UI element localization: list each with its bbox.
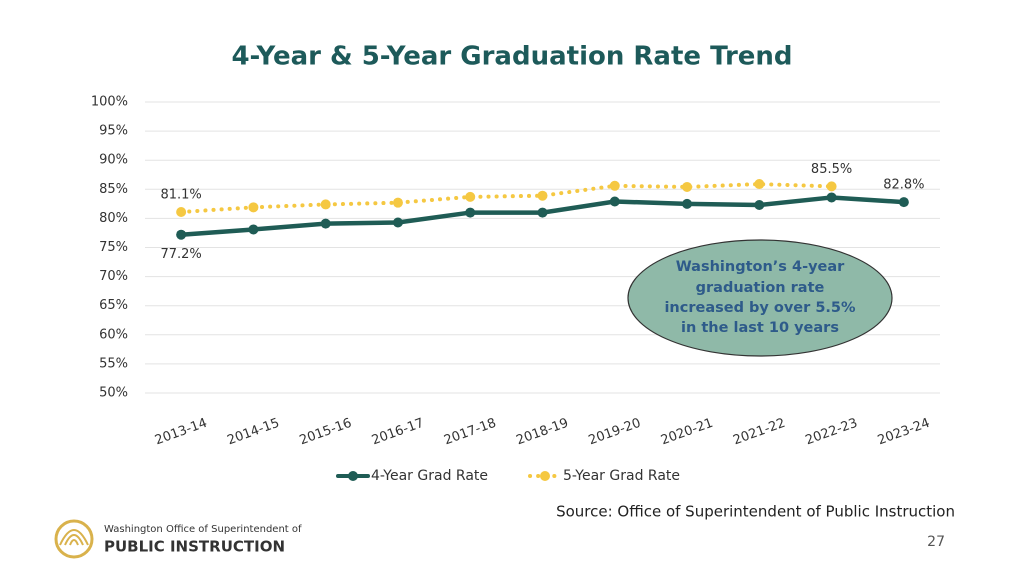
marker [392, 217, 403, 228]
marker [754, 179, 765, 190]
series-line [179, 182, 834, 214]
x-tick-label: 2019-20 [587, 416, 643, 449]
marker [248, 202, 259, 213]
x-tick-label: 2014-15 [225, 416, 281, 449]
value-label: 82.8% [883, 178, 924, 193]
marker [609, 196, 620, 207]
annotation-text: graduation rate [696, 280, 825, 296]
logo-icon [54, 519, 94, 559]
x-tick-label: 2017-18 [442, 416, 498, 449]
marker [176, 229, 187, 240]
y-tick-label: 95% [99, 124, 128, 139]
y-tick-label: 55% [99, 356, 128, 371]
marker [826, 181, 837, 192]
value-label: 85.5% [811, 162, 852, 177]
annotation-text: in the last 10 years [681, 320, 839, 336]
marker [320, 199, 331, 210]
y-tick-label: 85% [99, 182, 128, 197]
logo-icon [59, 529, 89, 546]
y-tick-label: 50% [99, 386, 128, 401]
x-tick-label: 2023-24 [876, 416, 932, 449]
x-tick-label: 2018-19 [514, 416, 570, 449]
x-tick-label: 2016-17 [370, 416, 426, 449]
x-tick-label: 2022-23 [803, 416, 859, 449]
y-tick-label: 100% [91, 95, 128, 110]
marker [320, 218, 331, 229]
marker [682, 198, 693, 209]
marker [898, 197, 909, 208]
annotation-bubble [627, 239, 893, 357]
marker [754, 200, 765, 211]
marker [248, 224, 259, 235]
marker [682, 181, 693, 192]
y-tick-label: 80% [99, 211, 128, 226]
logo-text: PUBLIC INSTRUCTION [104, 538, 285, 556]
y-tick-label: 70% [99, 269, 128, 284]
y-tick-label: 90% [99, 153, 128, 168]
chart-title: 4-Year & 5-Year Graduation Rate Trend [231, 42, 792, 72]
annotation-text: increased by over 5.5% [664, 300, 856, 316]
page-number: 27 [927, 534, 945, 550]
legend-label: 4-Year Grad Rate [371, 468, 488, 484]
marker [826, 192, 837, 203]
legend-marker [540, 471, 550, 481]
marker [465, 207, 476, 218]
legend-marker [348, 471, 358, 481]
logo: Washington Office of Superintendent of P… [54, 519, 302, 559]
marker [176, 206, 187, 217]
x-tick-label: 2021-22 [731, 416, 787, 449]
marker [537, 190, 548, 201]
legend-label: 5-Year Grad Rate [563, 468, 680, 484]
logo-text: Washington Office of Superintendent of [104, 524, 302, 535]
marker [465, 191, 476, 202]
marker [537, 207, 548, 218]
x-tick-label: 2015-16 [298, 416, 354, 449]
y-tick-label: 65% [99, 298, 128, 313]
source: Source: Office of Superintendent of Publ… [556, 503, 955, 521]
y-tick-label: 75% [99, 240, 128, 255]
marker [392, 197, 403, 208]
value-label: 81.1% [160, 187, 201, 202]
x-tick-label: 2013-14 [153, 416, 209, 449]
value-label: 77.2% [160, 247, 201, 262]
marker [609, 180, 620, 191]
y-tick-label: 60% [99, 327, 128, 342]
x-tick-label: 2020-21 [659, 416, 715, 449]
annotation-text: Washington’s 4-year [676, 259, 845, 275]
